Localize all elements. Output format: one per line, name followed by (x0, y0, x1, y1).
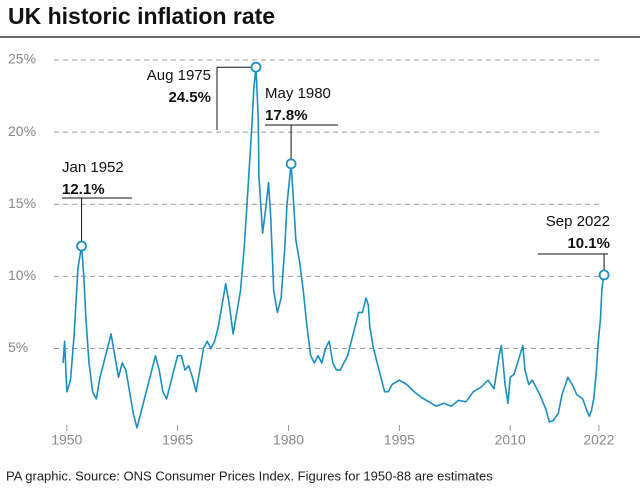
annotation-date: Jan 1952 (62, 159, 124, 176)
y-tick-label: 5% (8, 339, 28, 355)
annotation-value: 17.8% (265, 107, 308, 124)
x-tick-label: 1965 (162, 432, 193, 448)
annotation-date: May 1980 (265, 85, 331, 102)
annotation-marker (285, 158, 297, 170)
annotation-value: 12.1% (62, 181, 105, 198)
annotation-date: Sep 2022 (546, 213, 610, 230)
annotation-date: Aug 1975 (147, 67, 211, 84)
annotation-value: 24.5% (168, 89, 211, 106)
footnote: PA graphic. Source: ONS Consumer Prices … (6, 468, 493, 483)
x-tick-label: 2010 (495, 432, 526, 448)
x-tick-label: 1980 (273, 432, 304, 448)
y-tick-label: 10% (8, 267, 36, 283)
inflation-line (62, 66, 605, 429)
x-tick-label: 2022 (583, 432, 614, 448)
annotation-marker (598, 269, 610, 281)
x-tick-label: 1950 (51, 432, 82, 448)
annotation-marker (250, 61, 262, 73)
y-tick-label: 25% (8, 51, 36, 67)
y-tick-label: 15% (8, 195, 36, 211)
annotation-value: 10.1% (567, 235, 610, 252)
y-tick-label: 20% (8, 123, 36, 139)
annotation-marker (76, 240, 87, 252)
chart-title: UK historic inflation rate (8, 3, 275, 29)
x-tick-label: 1995 (384, 432, 415, 448)
